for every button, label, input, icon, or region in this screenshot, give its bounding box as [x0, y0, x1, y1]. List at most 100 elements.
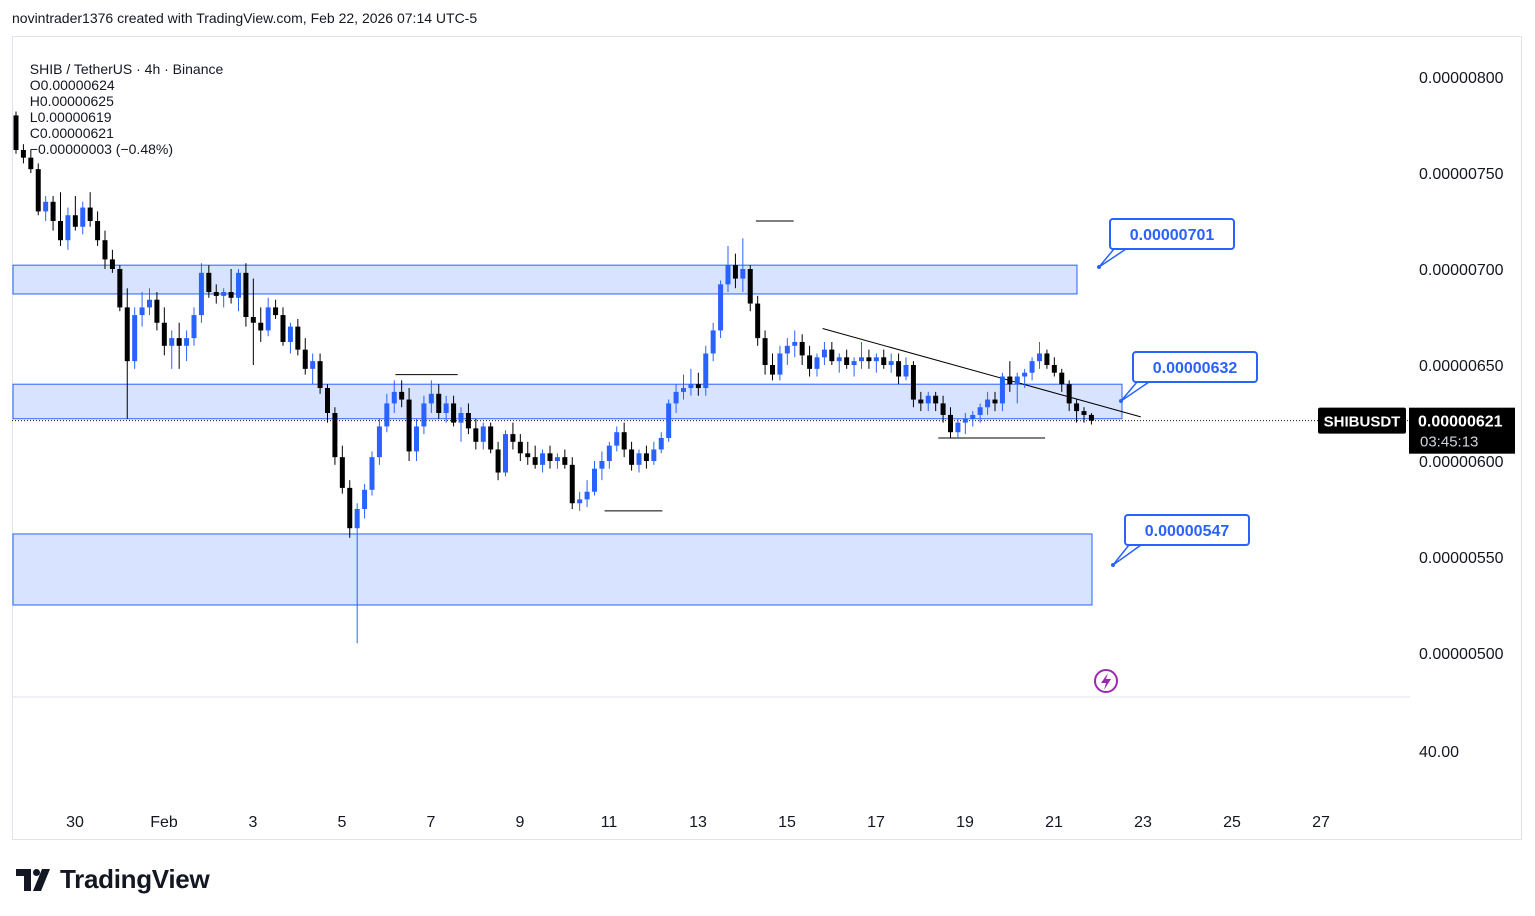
- candle: [87, 192, 93, 227]
- candle-body: [295, 326, 301, 350]
- candle: [184, 330, 190, 362]
- x-tick-label: 30: [66, 814, 84, 831]
- candle-body: [762, 338, 768, 365]
- candle-body: [1037, 353, 1042, 362]
- candle: [273, 299, 279, 319]
- trendline: [822, 328, 1141, 418]
- x-tick-label: 21: [1045, 814, 1063, 831]
- candle-body: [117, 269, 123, 308]
- x-tick-label: 25: [1223, 814, 1241, 831]
- candle-body: [176, 338, 182, 346]
- candle: [925, 391, 931, 412]
- candle-body: [955, 422, 961, 433]
- candle-body: [725, 265, 731, 285]
- candle: [955, 418, 961, 438]
- candle: [176, 322, 182, 369]
- candle-body: [859, 357, 864, 362]
- candle: [732, 253, 738, 289]
- legend-low: L0.00000619: [29, 109, 112, 125]
- candle: [132, 307, 138, 369]
- candle-body: [213, 292, 219, 296]
- candle-body: [258, 322, 264, 331]
- candle: [658, 432, 664, 454]
- candle: [206, 265, 212, 298]
- candle-body: [473, 428, 479, 442]
- candle-body: [414, 426, 419, 452]
- candle: [784, 338, 790, 365]
- candle-body: [362, 489, 368, 509]
- price-callout: 0.00000632: [1119, 351, 1258, 403]
- candle: [532, 445, 538, 469]
- candle-body: [347, 487, 353, 529]
- candle: [636, 449, 642, 473]
- flash-indicator-icon: [1094, 669, 1118, 693]
- candle: [718, 280, 724, 339]
- candle-body: [814, 357, 820, 369]
- candle-body: [792, 341, 798, 346]
- candle-body: [933, 395, 939, 404]
- last-price-tag: SHIBUSDT 0.00000621 03:45:13: [1318, 407, 1515, 454]
- candle-body: [540, 453, 546, 465]
- candle: [198, 263, 204, 323]
- candle-body: [688, 384, 694, 389]
- candle: [614, 426, 620, 452]
- candle: [280, 307, 286, 346]
- candle: [406, 388, 412, 461]
- candle: [710, 322, 716, 362]
- candle-body: [198, 272, 204, 316]
- candle: [836, 353, 842, 373]
- candle-body: [1081, 411, 1087, 415]
- candle: [1044, 349, 1050, 369]
- candle: [666, 399, 672, 442]
- candle-body: [703, 353, 709, 389]
- candle: [495, 441, 501, 481]
- candle: [228, 269, 234, 304]
- candle-body: [821, 349, 827, 358]
- candle-body: [1088, 414, 1094, 421]
- ticker-tag-bg: [1318, 407, 1406, 434]
- candle: [1051, 357, 1057, 377]
- candle: [851, 357, 857, 377]
- candle-body: [228, 292, 234, 298]
- candle: [258, 307, 264, 342]
- callout-pointer: [1112, 544, 1142, 566]
- candle-body: [614, 432, 620, 446]
- candle-body: [495, 449, 501, 473]
- candle-body: [250, 317, 256, 323]
- candle: [43, 196, 49, 221]
- candle: [910, 361, 916, 408]
- candle: [770, 353, 775, 381]
- candle: [161, 307, 167, 356]
- candle: [547, 445, 553, 469]
- candle: [814, 353, 820, 377]
- candle: [777, 345, 783, 381]
- tradingview-logo[interactable]: TradingView: [16, 864, 210, 895]
- callout-anchor: [1119, 399, 1123, 403]
- candle-body: [844, 357, 850, 365]
- candle: [888, 353, 894, 373]
- candle: [755, 295, 761, 346]
- candle: [117, 265, 123, 312]
- candle: [399, 380, 405, 408]
- candle-body: [977, 407, 983, 415]
- candle: [147, 288, 152, 316]
- candle: [517, 434, 523, 461]
- candle: [265, 297, 271, 337]
- candle: [1074, 399, 1080, 423]
- price-callout: 0.00000701: [1097, 218, 1235, 269]
- candle: [510, 422, 516, 450]
- x-tick-label: 11: [601, 814, 618, 831]
- candle-body: [236, 272, 241, 298]
- candle-body: [384, 403, 390, 427]
- candle: [740, 238, 746, 293]
- candle-body: [421, 403, 427, 427]
- candle-body: [866, 357, 872, 362]
- candle-body: [896, 361, 902, 377]
- candle-body: [881, 357, 887, 365]
- candle: [354, 503, 360, 644]
- symbol-legend[interactable]: SHIB / TetherUS · 4h · Binance O0.000006…: [22, 45, 229, 157]
- callout-box: [1132, 351, 1258, 383]
- candle-body: [666, 403, 672, 438]
- candle-body: [985, 399, 991, 408]
